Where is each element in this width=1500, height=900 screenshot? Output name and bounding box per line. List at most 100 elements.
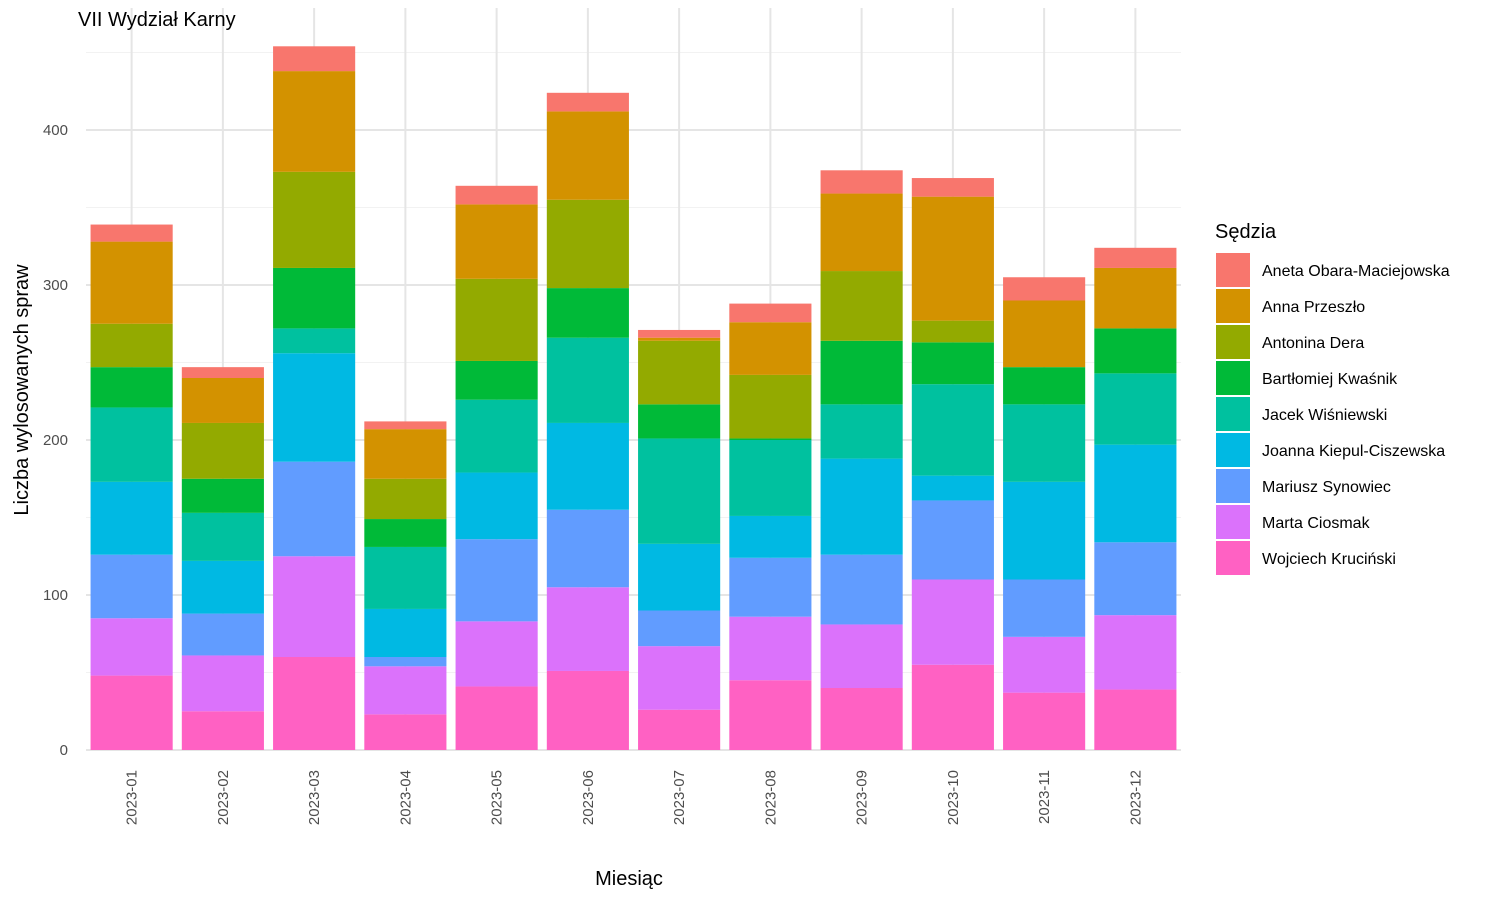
- bar-segment: [546, 670, 629, 750]
- legend-title: Sędzia: [1215, 221, 1277, 243]
- bar-segment: [273, 171, 356, 268]
- bar-segment: [911, 475, 994, 501]
- y-tick-label: 0: [60, 742, 68, 759]
- legend-swatch: [1216, 505, 1250, 539]
- legend-swatch: [1216, 289, 1250, 323]
- bar-segment: [273, 556, 356, 657]
- bar-segment: [820, 193, 903, 272]
- bar-segment: [455, 204, 538, 279]
- bar-segment: [1003, 300, 1086, 368]
- bar-segment: [90, 224, 173, 242]
- bar-segment: [273, 267, 356, 329]
- x-tick-label: 2023-03: [306, 770, 323, 825]
- bar-segment: [455, 621, 538, 687]
- bar-segment: [90, 323, 173, 368]
- bar-segment: [364, 666, 447, 715]
- y-tick-label: 200: [43, 432, 68, 449]
- bar-segment: [273, 461, 356, 557]
- bar-segment: [1094, 267, 1177, 329]
- bar-segment: [911, 384, 994, 476]
- bar-segment: [1094, 444, 1177, 543]
- bar-segment: [729, 438, 812, 440]
- bar-segment: [273, 71, 356, 172]
- x-tick-label: 2023-08: [762, 770, 779, 825]
- bar-segment: [1003, 692, 1086, 750]
- bar-segment: [1094, 247, 1177, 268]
- bar-segment: [638, 438, 721, 544]
- bar-segment: [820, 170, 903, 194]
- bar-segment: [729, 374, 812, 439]
- bar-segment: [911, 320, 994, 343]
- legend-label: Bartłomiej Kwaśnik: [1262, 371, 1398, 388]
- bar-segment: [1003, 579, 1086, 637]
- bar-segment: [455, 185, 538, 205]
- y-tick-label: 100: [43, 587, 68, 604]
- legend-label: Mariusz Synowiec: [1262, 479, 1391, 496]
- x-tick-label: 2023-02: [215, 770, 232, 825]
- bar-segment: [1003, 404, 1086, 482]
- bar-segment: [546, 288, 629, 338]
- legend-label: Joanna Kiepul-Ciszewska: [1262, 443, 1445, 460]
- bar-segment: [911, 500, 994, 580]
- bar-segment: [729, 680, 812, 750]
- bar-segment: [1003, 481, 1086, 580]
- bar-segment: [820, 688, 903, 750]
- bar-segment: [364, 608, 447, 657]
- legend-swatch: [1216, 253, 1250, 287]
- bar-segment: [729, 303, 812, 323]
- x-tick-label: 2023-10: [945, 770, 962, 825]
- x-tick-label: 2023-05: [489, 770, 506, 825]
- bar-segment: [911, 342, 994, 385]
- bar-segment: [1094, 328, 1177, 374]
- bar-segment: [455, 539, 538, 622]
- bar-segment: [911, 178, 994, 197]
- bar-segment: [729, 322, 812, 375]
- bar-segment: [181, 560, 264, 614]
- legend-swatch: [1216, 433, 1250, 467]
- bar-segment: [1003, 636, 1086, 693]
- bar-segment: [455, 278, 538, 361]
- bar-segment: [820, 458, 903, 555]
- y-tick-label: 400: [43, 122, 68, 139]
- bar-segment: [911, 579, 994, 665]
- bar-segment: [364, 429, 447, 479]
- bar-segment: [364, 478, 447, 520]
- bar-segment: [546, 92, 629, 112]
- bar-segment: [638, 404, 721, 439]
- legend-label: Jacek Wiśniewski: [1262, 407, 1387, 424]
- bar-segment: [364, 714, 447, 750]
- bars: [90, 46, 1177, 750]
- legend-swatch: [1216, 361, 1250, 395]
- x-tick-label: 2023-06: [580, 770, 597, 825]
- x-tick-label: 2023-09: [854, 770, 871, 825]
- bar-segment: [638, 646, 721, 710]
- bar-segment: [729, 616, 812, 681]
- bar-segment: [546, 509, 629, 588]
- bar-segment: [546, 422, 629, 510]
- bar-segment: [90, 407, 173, 482]
- bar-segment: [1094, 373, 1177, 445]
- bar-segment: [1094, 615, 1177, 690]
- bar-segment: [181, 655, 264, 712]
- x-tick-label: 2023-04: [397, 770, 414, 825]
- bar-segment: [1094, 542, 1177, 616]
- bar-segment: [638, 337, 721, 341]
- bar-segment: [90, 241, 173, 324]
- bar-segment: [1094, 689, 1177, 750]
- bar-segment: [181, 512, 264, 561]
- bar-segment: [546, 587, 629, 671]
- y-axis-ticks: 0 100 200 300 400: [43, 122, 68, 759]
- bar-segment: [729, 515, 812, 558]
- bar-segment: [90, 618, 173, 676]
- legend-swatch: [1216, 541, 1250, 575]
- bar-segment: [729, 557, 812, 617]
- bar-segment: [820, 554, 903, 625]
- legend-label: Marta Ciosmak: [1262, 515, 1371, 532]
- bar-segment: [90, 367, 173, 408]
- legend-items: Aneta Obara-Maciejowska Anna Przeszło Anto…: [1216, 253, 1450, 575]
- x-axis-ticks: 2023-01 2023-02 2023-03 2023-04 2023-05 2023-…: [124, 770, 1145, 825]
- legend-swatch: [1216, 469, 1250, 503]
- chart-title: VII Wydział Karny: [78, 9, 236, 31]
- bar-segment: [546, 111, 629, 200]
- bar-segment: [181, 422, 264, 479]
